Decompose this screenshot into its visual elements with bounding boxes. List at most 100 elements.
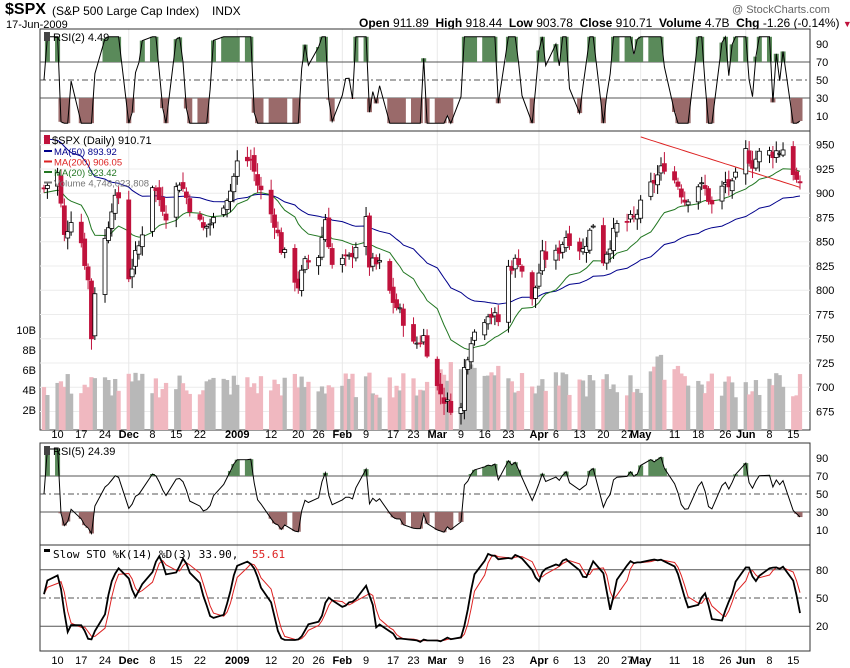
candle-body (156, 187, 162, 201)
x-axis-label: 11 (669, 655, 680, 667)
volume-bar (706, 381, 711, 430)
volume-bar (513, 392, 518, 430)
x-axis-label: Feb (333, 655, 353, 667)
x-axis-label: 22 (194, 655, 206, 667)
candle-body (258, 185, 264, 191)
close-label: Close (579, 16, 613, 30)
candle-body (577, 241, 583, 252)
x-axis-label: 23 (502, 655, 514, 667)
volume-bar (563, 374, 569, 430)
volume-value: 4.7B (704, 16, 730, 30)
rsi5-tick-label: 50 (816, 489, 828, 501)
x-axis-label: 15 (787, 655, 799, 667)
volume-bar (489, 372, 494, 430)
volume-tick-label: 2B (23, 405, 36, 417)
rsi2-legend-swatch (44, 32, 50, 41)
candle-body (529, 272, 535, 300)
volume-bar (577, 379, 582, 430)
x-axis-label: Jun (736, 655, 756, 667)
candle-body (417, 342, 423, 345)
candle-body (228, 190, 233, 202)
volume-bar (370, 393, 375, 430)
price-tick-label: 950 (816, 140, 834, 152)
candle-body (411, 324, 416, 342)
candle-body (424, 335, 430, 357)
candle-body (638, 199, 644, 219)
volume-bar (89, 377, 94, 430)
volume-bar (797, 374, 803, 430)
volume-bar (679, 373, 684, 430)
volume-bar (469, 364, 474, 430)
candle-body (465, 359, 471, 370)
volume-bar (235, 384, 240, 430)
volume-bar (638, 392, 643, 430)
candle-body (326, 217, 332, 248)
x-axis-label: Mar (427, 429, 447, 441)
volume-bar (211, 377, 216, 430)
candle-body (221, 207, 227, 215)
volume-bar (377, 397, 382, 430)
x-axis-label: 9 (363, 429, 369, 441)
volume-bar (418, 389, 423, 430)
volume-bar (624, 395, 630, 430)
candle-body (187, 198, 193, 213)
candle-body (448, 401, 454, 413)
volume-tick-label: 8B (23, 345, 36, 357)
candle-body (183, 191, 189, 198)
candle-body (126, 199, 132, 280)
candle-body (604, 253, 610, 264)
candle-body (306, 260, 311, 263)
volume-bar (245, 377, 250, 430)
volume-bar (719, 395, 725, 430)
x-axis-label: 2009 (225, 655, 249, 667)
candle-body (329, 248, 335, 265)
x-axis-label: 20 (292, 655, 304, 667)
volume-bar (560, 372, 565, 430)
x-axis-label: Apr (529, 429, 549, 441)
volume-bar (509, 381, 514, 430)
candle-body (353, 247, 359, 259)
volume-bar (130, 381, 135, 430)
volume-bar (187, 393, 192, 430)
high-value: 918.44 (465, 16, 503, 30)
volume-bar (255, 393, 260, 430)
x-axis-label: 24 (99, 655, 111, 667)
volume-bar (323, 393, 328, 430)
ma20-line (43, 168, 801, 350)
volume-bar (472, 367, 477, 430)
volume-bar (584, 396, 589, 430)
volume-bar (652, 366, 657, 430)
volume-bar (774, 373, 779, 430)
candle-body (180, 182, 186, 189)
x-axis-label: 2009 (225, 429, 249, 441)
candle-body (482, 322, 488, 336)
sto-k-line (43, 552, 801, 643)
volume-bar (153, 378, 159, 430)
volume-bar (465, 367, 470, 430)
x-axis-label: 23 (407, 655, 419, 667)
x-axis-label: Dec (119, 655, 139, 667)
volume-bar (628, 375, 633, 430)
candle-body (116, 192, 121, 199)
candle-body (400, 308, 406, 326)
candle-body (746, 150, 752, 164)
x-axis-label: 12 (265, 429, 277, 441)
candle-body (197, 214, 203, 220)
volume-bar (540, 379, 545, 430)
rsi5-label: RSI(5) 24.39 (53, 446, 115, 458)
volume-bar (133, 372, 138, 430)
candle-body (278, 232, 284, 253)
candle-body (685, 201, 691, 206)
volume-bar (791, 396, 796, 430)
volume-bar (353, 397, 359, 430)
x-axis-label: 11 (669, 429, 680, 441)
volume-bar (302, 387, 308, 430)
x-axis-label: 18 (692, 429, 704, 441)
volume-bar (394, 385, 399, 430)
legend-entry: Volume 4,748,023,808 (54, 179, 149, 190)
volume-bar (41, 387, 47, 430)
candle-body (390, 286, 396, 303)
volume-bar (655, 356, 660, 430)
x-axis-label: 6 (553, 429, 559, 441)
legend-entry: MA(200) 906.05 (54, 158, 122, 169)
